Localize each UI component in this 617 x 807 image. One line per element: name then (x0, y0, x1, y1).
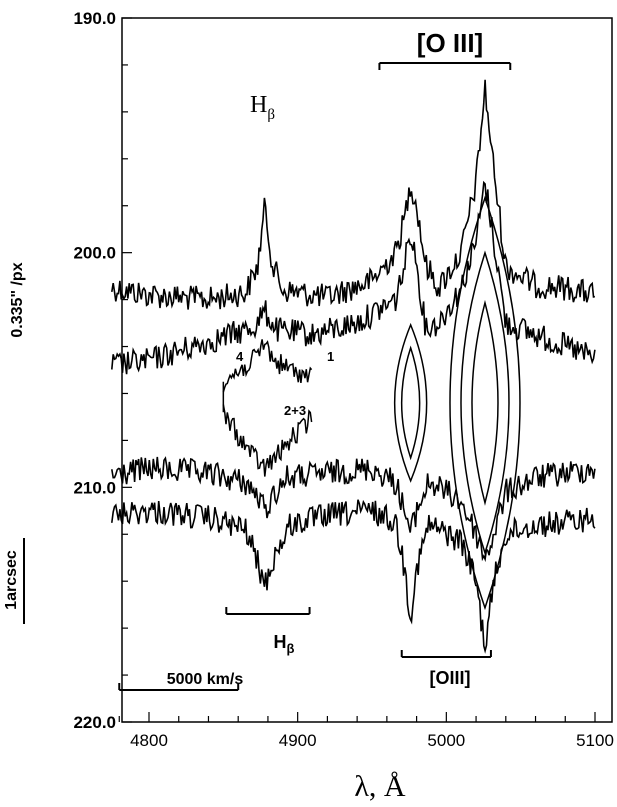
spectrum-3 (111, 456, 596, 563)
oiii-bottom-label: [OIII] (430, 668, 471, 688)
y-tick-label: 190.0 (73, 9, 116, 28)
y-tick-label: 220.0 (73, 713, 116, 732)
oiii-top-label: [O III] (417, 28, 483, 58)
x-tick-label: 5000 (427, 731, 465, 750)
x-tick-label: 4800 (130, 731, 168, 750)
arcsec-scale-label: 1arcsec (3, 550, 20, 610)
contour-label-2plus3: 2+3 (284, 403, 306, 418)
x-axis-label: λ, Å (354, 770, 406, 803)
oiii-4959-contour-inner (400, 345, 421, 461)
contour-label-1: 1 (327, 349, 334, 364)
oiii-5007-contour-outermost (449, 195, 521, 611)
hbeta-contour-lower (222, 404, 313, 477)
hbeta-bottom-label: Hβ (274, 632, 295, 656)
contour-label-4: 4 (236, 349, 244, 364)
spectra-series (111, 79, 596, 654)
velocity-scale-label: 5000 km/s (167, 671, 244, 688)
oiii-4959-contour-outer (393, 322, 428, 483)
annotations: Hβ [O III] Hβ [OIII] 5000 km/s 1arcsec 4… (3, 28, 512, 803)
spectrum-2 (111, 180, 596, 375)
contour-layer (222, 195, 521, 611)
hbeta-contour-upper (222, 339, 313, 393)
y-tick-label: 200.0 (73, 244, 116, 263)
spectrum-1 (111, 79, 596, 310)
plot-frame (121, 17, 613, 723)
oiii-5007-contour-inner (471, 299, 499, 506)
x-tick-label: 4900 (279, 731, 317, 750)
y-tick-label: 210.0 (73, 478, 116, 497)
tick-labels: 190.0 200.0 210.0 220.0 4800 4900 5000 5100 (73, 9, 613, 750)
hbeta-top-label: Hβ (250, 92, 275, 123)
oiii-5007-contour-outer (460, 250, 510, 556)
y-axis-label: 0.335" /px (9, 262, 26, 337)
plot-axes (118, 17, 613, 723)
spectrum-4 (111, 499, 596, 654)
x-tick-label: 5100 (576, 731, 614, 750)
